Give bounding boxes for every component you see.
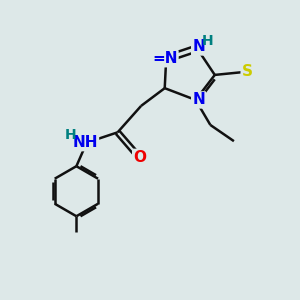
Text: S: S (242, 64, 253, 80)
Text: =N: =N (152, 51, 178, 66)
Text: N: N (192, 39, 205, 54)
Text: NH: NH (73, 135, 98, 150)
Text: H: H (202, 34, 213, 48)
Text: O: O (133, 150, 146, 165)
Text: H: H (65, 128, 76, 142)
Text: N: N (192, 92, 205, 107)
